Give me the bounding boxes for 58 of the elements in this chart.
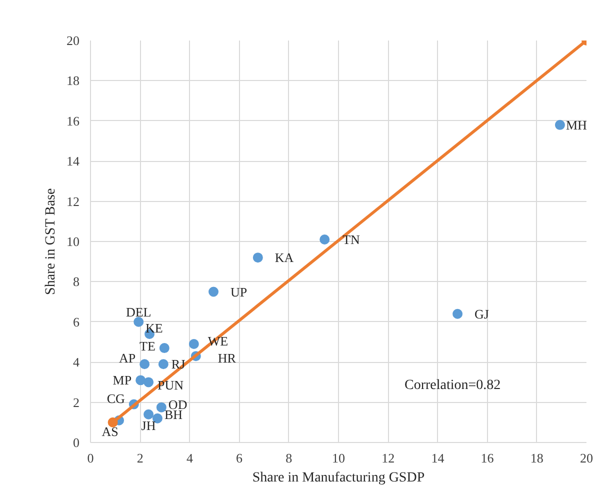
annotation: PUN — [158, 378, 184, 393]
y-tick-label: 2 — [73, 394, 80, 410]
annotation: AP — [118, 350, 136, 366]
point — [554, 120, 565, 130]
y-tick-label: 16 — [66, 113, 80, 128]
annotation: GJ — [474, 306, 489, 322]
point — [252, 252, 263, 263]
point — [136, 375, 146, 386]
point — [156, 402, 166, 412]
y-tick-label: 10 — [66, 234, 80, 249]
annotation: TE — [140, 338, 156, 354]
y-tick-label: 12 — [66, 194, 80, 209]
annotation: KA — [274, 250, 294, 266]
x-tick-label: 0 — [87, 450, 94, 466]
y-tick-label: 14 — [66, 154, 80, 169]
x-tick-label: 18 — [530, 450, 544, 466]
annotation: HR — [218, 350, 236, 366]
y-tick-label: 8 — [73, 274, 80, 290]
point — [159, 343, 170, 354]
point — [144, 377, 154, 388]
y-tick-label: 4 — [73, 354, 80, 370]
annotation: RJ — [171, 356, 186, 372]
annotation: OD — [168, 396, 188, 412]
x-tick-label: 12 — [382, 450, 395, 466]
annotation: MP — [112, 372, 132, 388]
annotation: CG — [106, 390, 125, 406]
annotation: JH — [141, 418, 156, 433]
point — [452, 308, 463, 319]
x-tick-label: 16 — [480, 450, 494, 466]
x-tick-label: 2 — [136, 450, 144, 466]
point — [140, 359, 150, 370]
x-tick-label: 6 — [236, 450, 244, 466]
y-tick-label: 18 — [66, 73, 80, 88]
annotation: TN — [342, 232, 361, 247]
y-tick-label: 6 — [73, 314, 80, 330]
x-tick-label: 4 — [186, 450, 194, 466]
point — [152, 413, 162, 424]
annotation: DEL — [126, 304, 152, 320]
x-tick-label: 8 — [286, 450, 292, 466]
x-axis-title: Share in Manufacturing GSDP — [252, 470, 425, 486]
point — [208, 286, 219, 297]
x-tick-label: 10 — [332, 450, 345, 466]
x-tick-label: 14 — [431, 450, 445, 466]
annotation: MH — [566, 117, 587, 132]
y-tick-label: 0 — [73, 435, 80, 450]
point — [158, 359, 168, 370]
annotation: KE — [146, 320, 163, 336]
point — [320, 234, 330, 244]
point — [108, 417, 118, 428]
point — [188, 339, 199, 349]
annotation: Correlation=0.82 — [404, 378, 501, 393]
y-axis-title: Share in GST Base — [44, 188, 58, 295]
y-tick-label: 20 — [66, 33, 80, 48]
point — [134, 316, 144, 327]
annotation: UP — [230, 284, 248, 300]
point — [144, 409, 154, 420]
x-tick-label: 20 — [580, 450, 593, 466]
annotation: AS — [102, 424, 118, 439]
